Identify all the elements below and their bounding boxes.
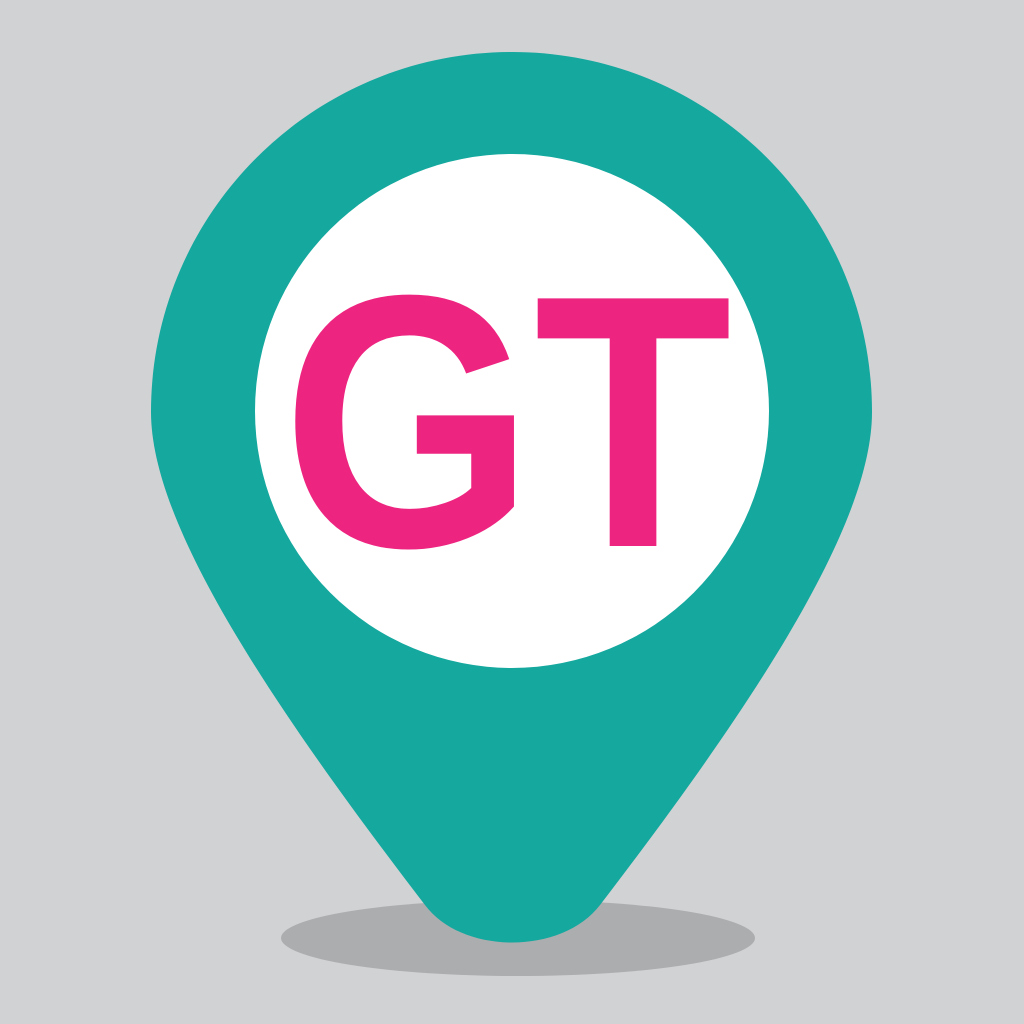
pin-inner-circle — [255, 154, 769, 668]
logo-text: GT — [282, 221, 732, 623]
